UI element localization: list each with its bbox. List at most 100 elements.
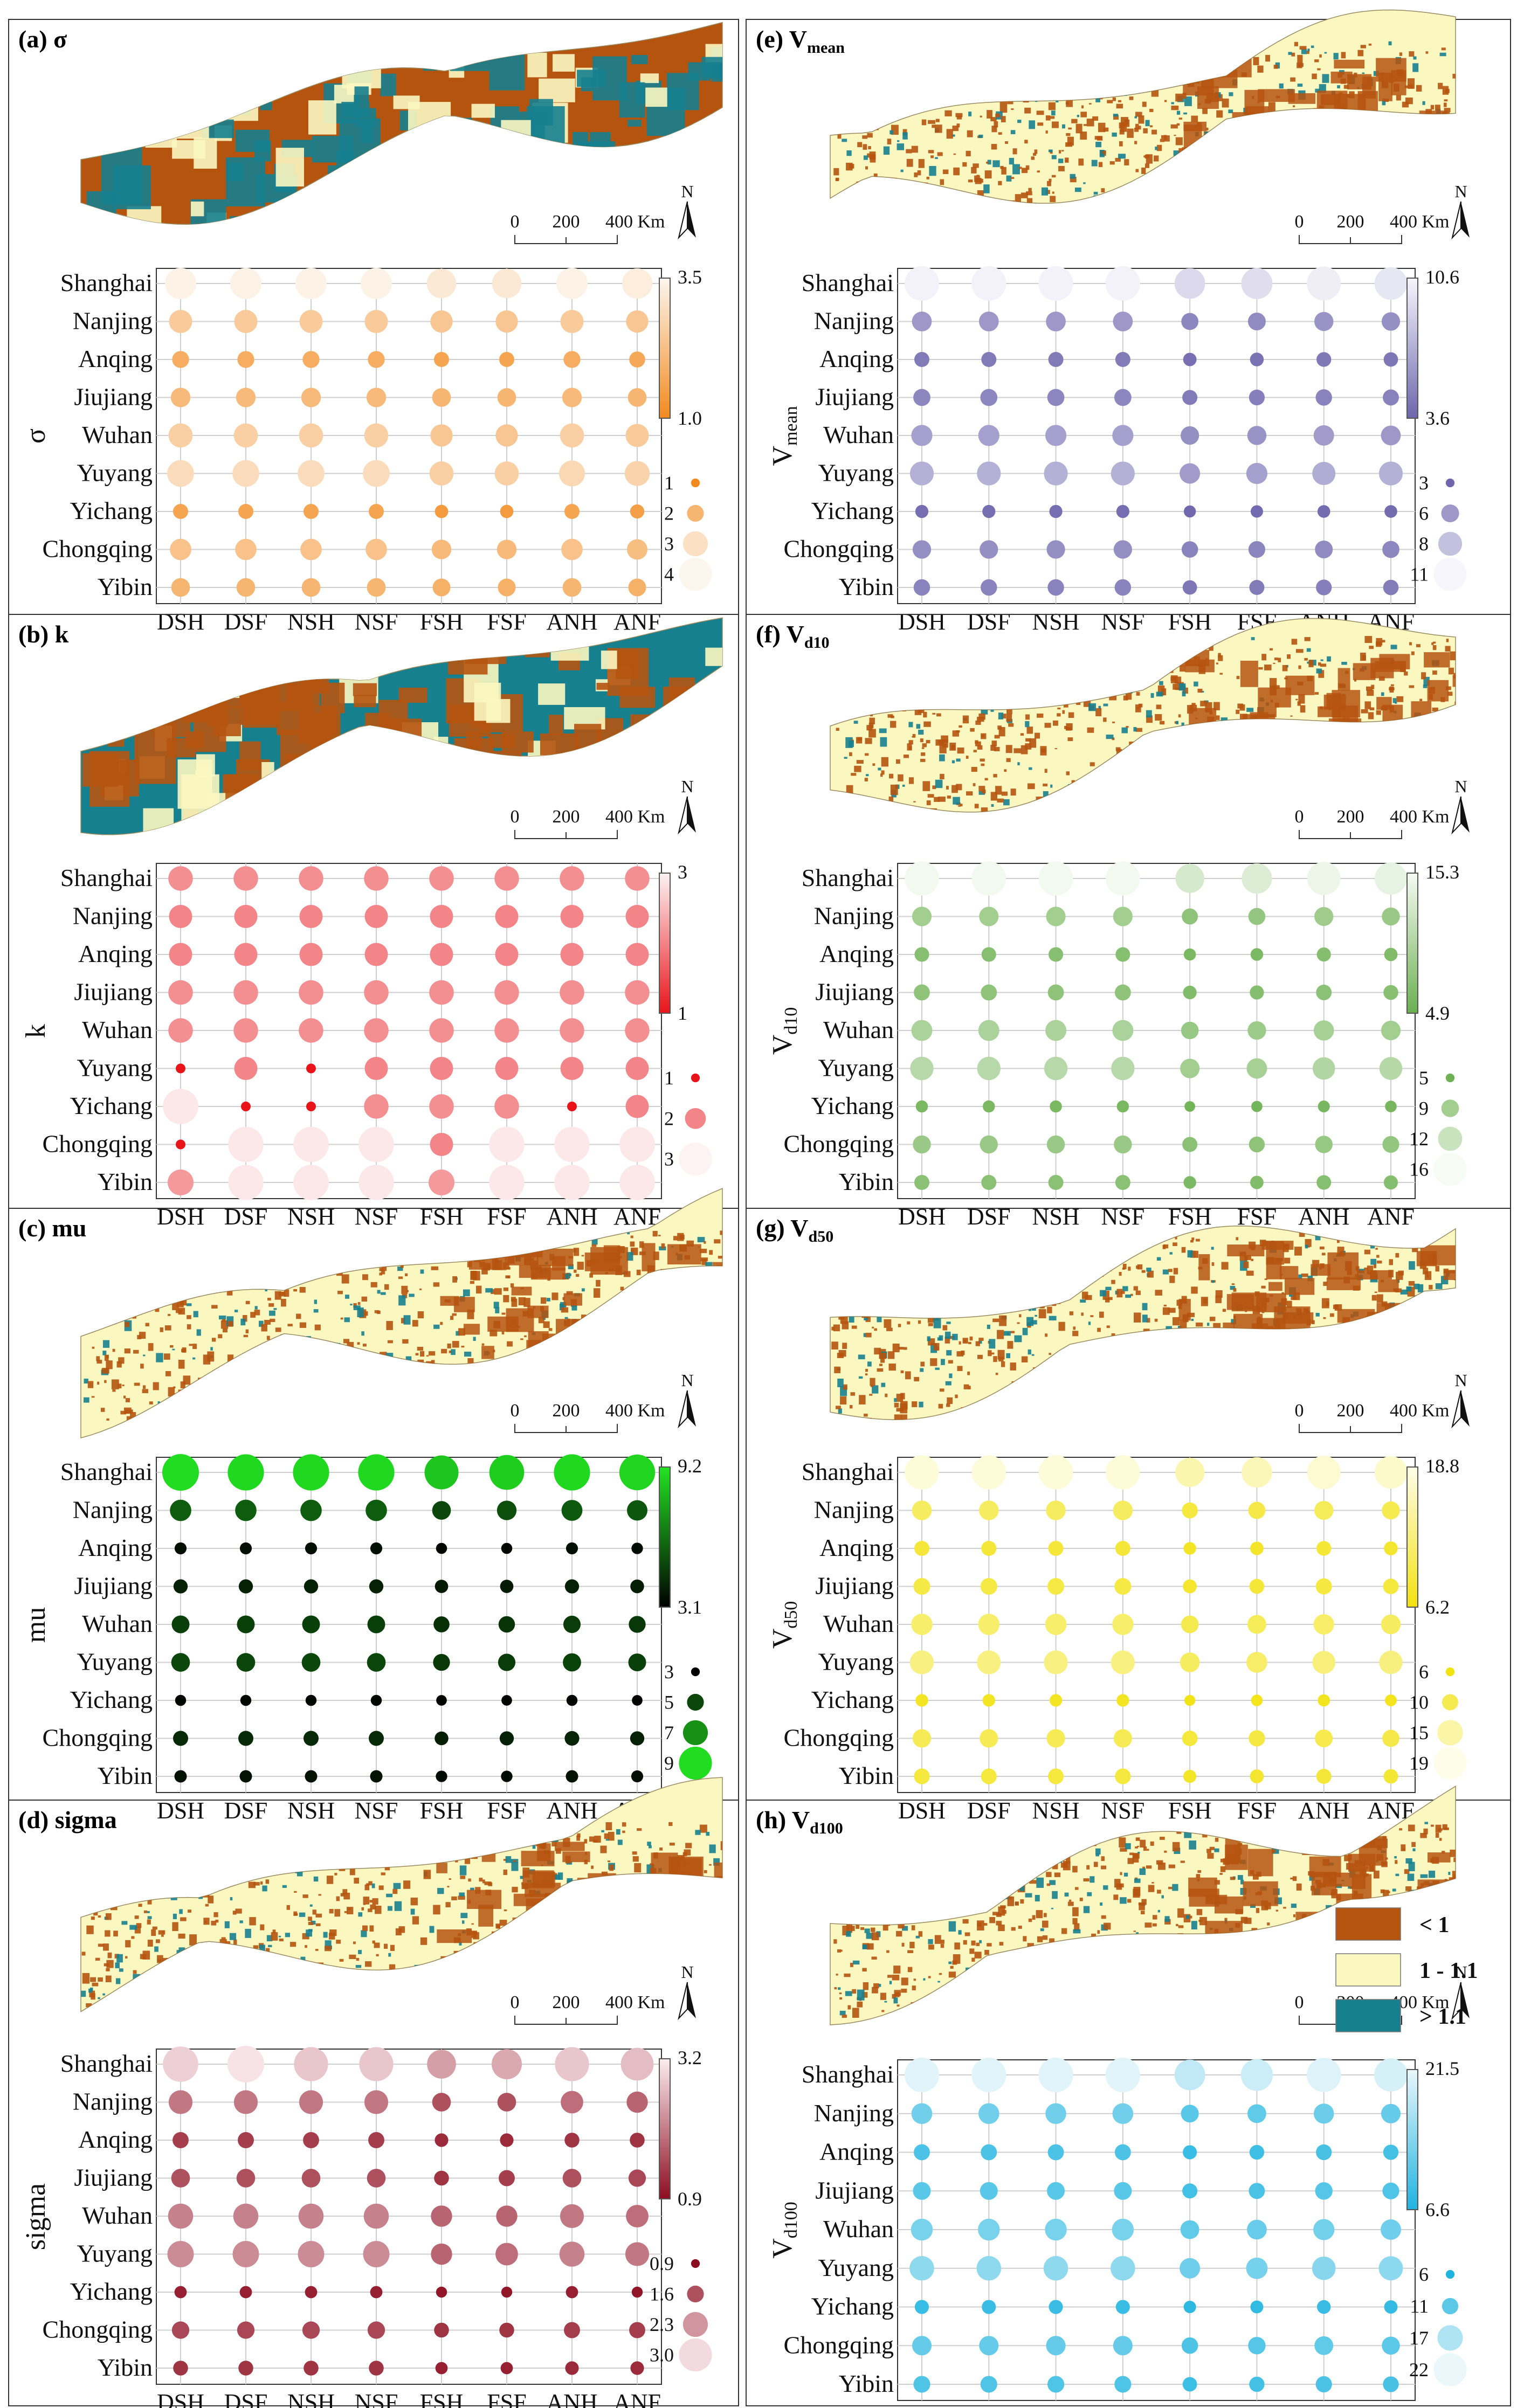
size-legend-label: 5 xyxy=(1419,1067,1429,1089)
north-label: N xyxy=(681,1371,693,1390)
data-bubble xyxy=(625,1095,649,1118)
data-bubble xyxy=(304,504,319,519)
scale-bar xyxy=(1299,830,1402,839)
data-bubble xyxy=(299,423,323,448)
category-tick-label: ANF xyxy=(613,2389,661,2408)
data-bubble xyxy=(1116,1694,1129,1707)
north-label: N xyxy=(1454,1962,1467,1982)
panel-title: (c) mu xyxy=(18,1214,86,1242)
data-bubble xyxy=(628,1653,646,1671)
data-bubble xyxy=(1115,1175,1130,1190)
category-tick-label: ANH xyxy=(546,608,597,635)
data-bubble xyxy=(904,266,940,301)
data-bubble xyxy=(1240,2059,1273,2091)
size-legend-label: 2.3 xyxy=(650,2314,674,2335)
data-bubble xyxy=(981,984,997,1001)
data-bubble xyxy=(169,905,192,928)
data-bubble xyxy=(909,1650,934,1674)
category-tick-label: NSH xyxy=(1032,608,1080,635)
size-legend-bubble xyxy=(1441,504,1459,523)
data-bubble xyxy=(627,539,647,560)
city-tick-label: Nanjing xyxy=(73,1496,153,1524)
data-bubble xyxy=(914,2144,930,2161)
data-bubble xyxy=(1312,1057,1335,1080)
data-bubble xyxy=(1044,1056,1068,1081)
data-bubble xyxy=(1114,389,1132,406)
data-bubble xyxy=(1183,1579,1197,1594)
size-legend-bubble xyxy=(1437,2325,1463,2351)
data-bubble xyxy=(173,1731,188,1746)
data-bubble xyxy=(1175,1457,1205,1487)
data-bubble xyxy=(299,310,323,333)
data-bubble xyxy=(971,861,1006,896)
data-bubble xyxy=(1184,1101,1196,1112)
data-bubble xyxy=(240,1694,252,1706)
city-tick-label: Jiujiang xyxy=(815,978,894,1006)
data-bubble xyxy=(1111,1056,1135,1081)
data-bubble xyxy=(1314,907,1334,926)
scale-bar-label: 400 Km xyxy=(1390,807,1450,827)
data-bubble xyxy=(561,2091,583,2114)
data-bubble xyxy=(1049,2300,1063,2314)
data-bubble xyxy=(237,351,254,368)
data-bubble xyxy=(1046,540,1065,559)
category-tick-label: DSH xyxy=(898,1203,946,1230)
data-bubble xyxy=(1250,948,1264,961)
data-bubble xyxy=(1047,2376,1065,2393)
data-bubble xyxy=(626,2091,648,2113)
category-tick-label: DSH xyxy=(898,608,946,635)
data-bubble xyxy=(620,2047,654,2081)
data-bubble xyxy=(237,2321,255,2339)
city-tick-label: Yibin xyxy=(839,573,894,600)
data-bubble xyxy=(981,352,997,367)
scale-bar-label: 200 xyxy=(553,1401,580,1421)
data-bubble xyxy=(560,980,584,1005)
city-tick-label: Wuhan xyxy=(823,1016,894,1043)
data-bubble xyxy=(1114,2182,1132,2200)
data-bubble xyxy=(912,1729,932,1748)
panel-frame xyxy=(8,1800,739,2406)
data-bubble xyxy=(912,907,932,926)
data-bubble xyxy=(370,1694,382,1706)
data-bubble xyxy=(619,1454,656,1491)
category-tick-label: DSF xyxy=(224,2389,268,2408)
data-bubble xyxy=(1383,2376,1399,2392)
data-bubble xyxy=(299,2090,323,2114)
data-bubble xyxy=(1047,1768,1064,1784)
data-bubble xyxy=(982,504,996,518)
city-tick-label: Shanghai xyxy=(60,864,153,891)
data-bubble xyxy=(1307,266,1341,301)
data-bubble xyxy=(293,1126,329,1163)
data-bubble xyxy=(1312,462,1336,485)
data-bubble xyxy=(494,866,519,891)
data-bubble xyxy=(915,1694,928,1707)
north-label: N xyxy=(1454,777,1467,796)
data-bubble xyxy=(434,352,449,367)
data-bubble xyxy=(979,907,999,926)
data-bubble xyxy=(435,504,449,518)
data-bubble xyxy=(234,943,258,966)
data-bubble xyxy=(1248,1501,1266,1519)
data-bubble xyxy=(980,1577,997,1595)
data-bubble xyxy=(236,2169,256,2188)
data-bubble xyxy=(492,268,522,299)
city-tick-label: Yuyang xyxy=(818,459,894,487)
city-tick-label: Nanjing xyxy=(73,902,153,930)
north-arrow-icon xyxy=(687,1390,696,1427)
colorbar-min-label: 4.9 xyxy=(1425,1002,1450,1024)
category-tick-label: FSH xyxy=(420,1797,464,1824)
north-label: N xyxy=(1454,182,1467,201)
data-bubble xyxy=(367,1653,386,1672)
size-legend-label: 9 xyxy=(664,1753,674,1774)
data-bubble xyxy=(305,2286,318,2299)
data-bubble xyxy=(1382,2336,1400,2355)
data-bubble xyxy=(171,2321,190,2339)
north-arrow-icon xyxy=(1461,1390,1470,1427)
data-bubble xyxy=(368,351,385,368)
city-tick-label: Nanjing xyxy=(73,307,153,335)
data-bubble xyxy=(434,2170,449,2186)
colorbar-max-label: 10.6 xyxy=(1425,266,1459,288)
city-tick-label: Chongqing xyxy=(784,2331,894,2358)
data-bubble xyxy=(1312,2256,1336,2280)
data-bubble xyxy=(560,310,584,333)
